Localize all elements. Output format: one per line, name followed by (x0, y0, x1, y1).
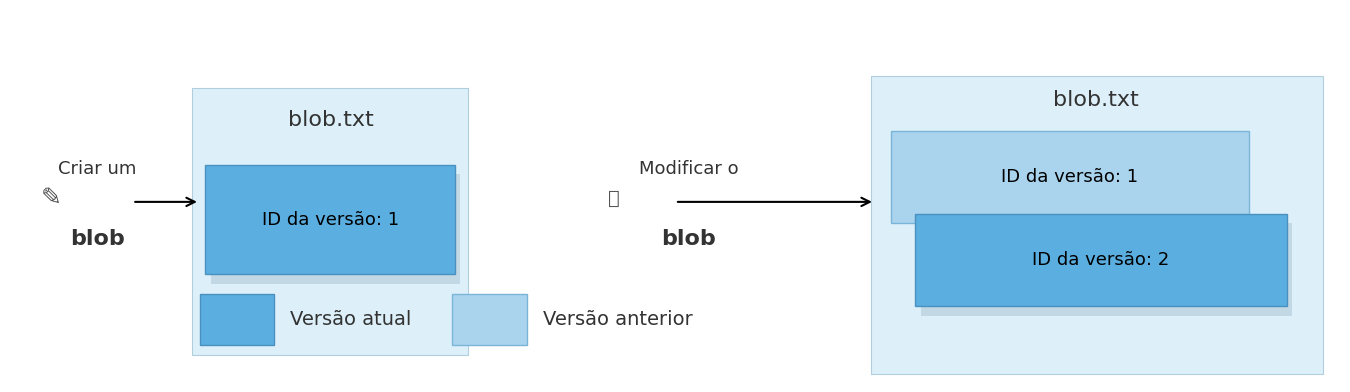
Bar (452, 294, 526, 345)
Text: ID da versão: 2: ID da versão: 2 (1033, 251, 1169, 269)
Text: blob: blob (70, 229, 124, 249)
Text: ✎: ✎ (40, 186, 62, 210)
Text: ID da versão: 1: ID da versão: 1 (262, 211, 398, 229)
Bar (915, 214, 1287, 306)
Bar (205, 165, 455, 274)
Text: Criar um: Criar um (58, 160, 136, 178)
Bar (891, 131, 1249, 223)
Text: blob.txt: blob.txt (1053, 90, 1139, 110)
Bar (192, 88, 468, 355)
Bar (200, 294, 274, 345)
Text: 🔧: 🔧 (609, 189, 620, 207)
Text: blob: blob (662, 229, 716, 249)
Text: Versão atual: Versão atual (290, 310, 412, 329)
Text: ID da versão: 1: ID da versão: 1 (1002, 169, 1138, 186)
Bar (211, 174, 460, 284)
Text: Versão anterior: Versão anterior (543, 310, 693, 329)
Text: blob.txt: blob.txt (288, 109, 374, 130)
Bar (871, 76, 1323, 374)
Text: Modificar o: Modificar o (639, 160, 738, 178)
Bar (921, 223, 1292, 316)
